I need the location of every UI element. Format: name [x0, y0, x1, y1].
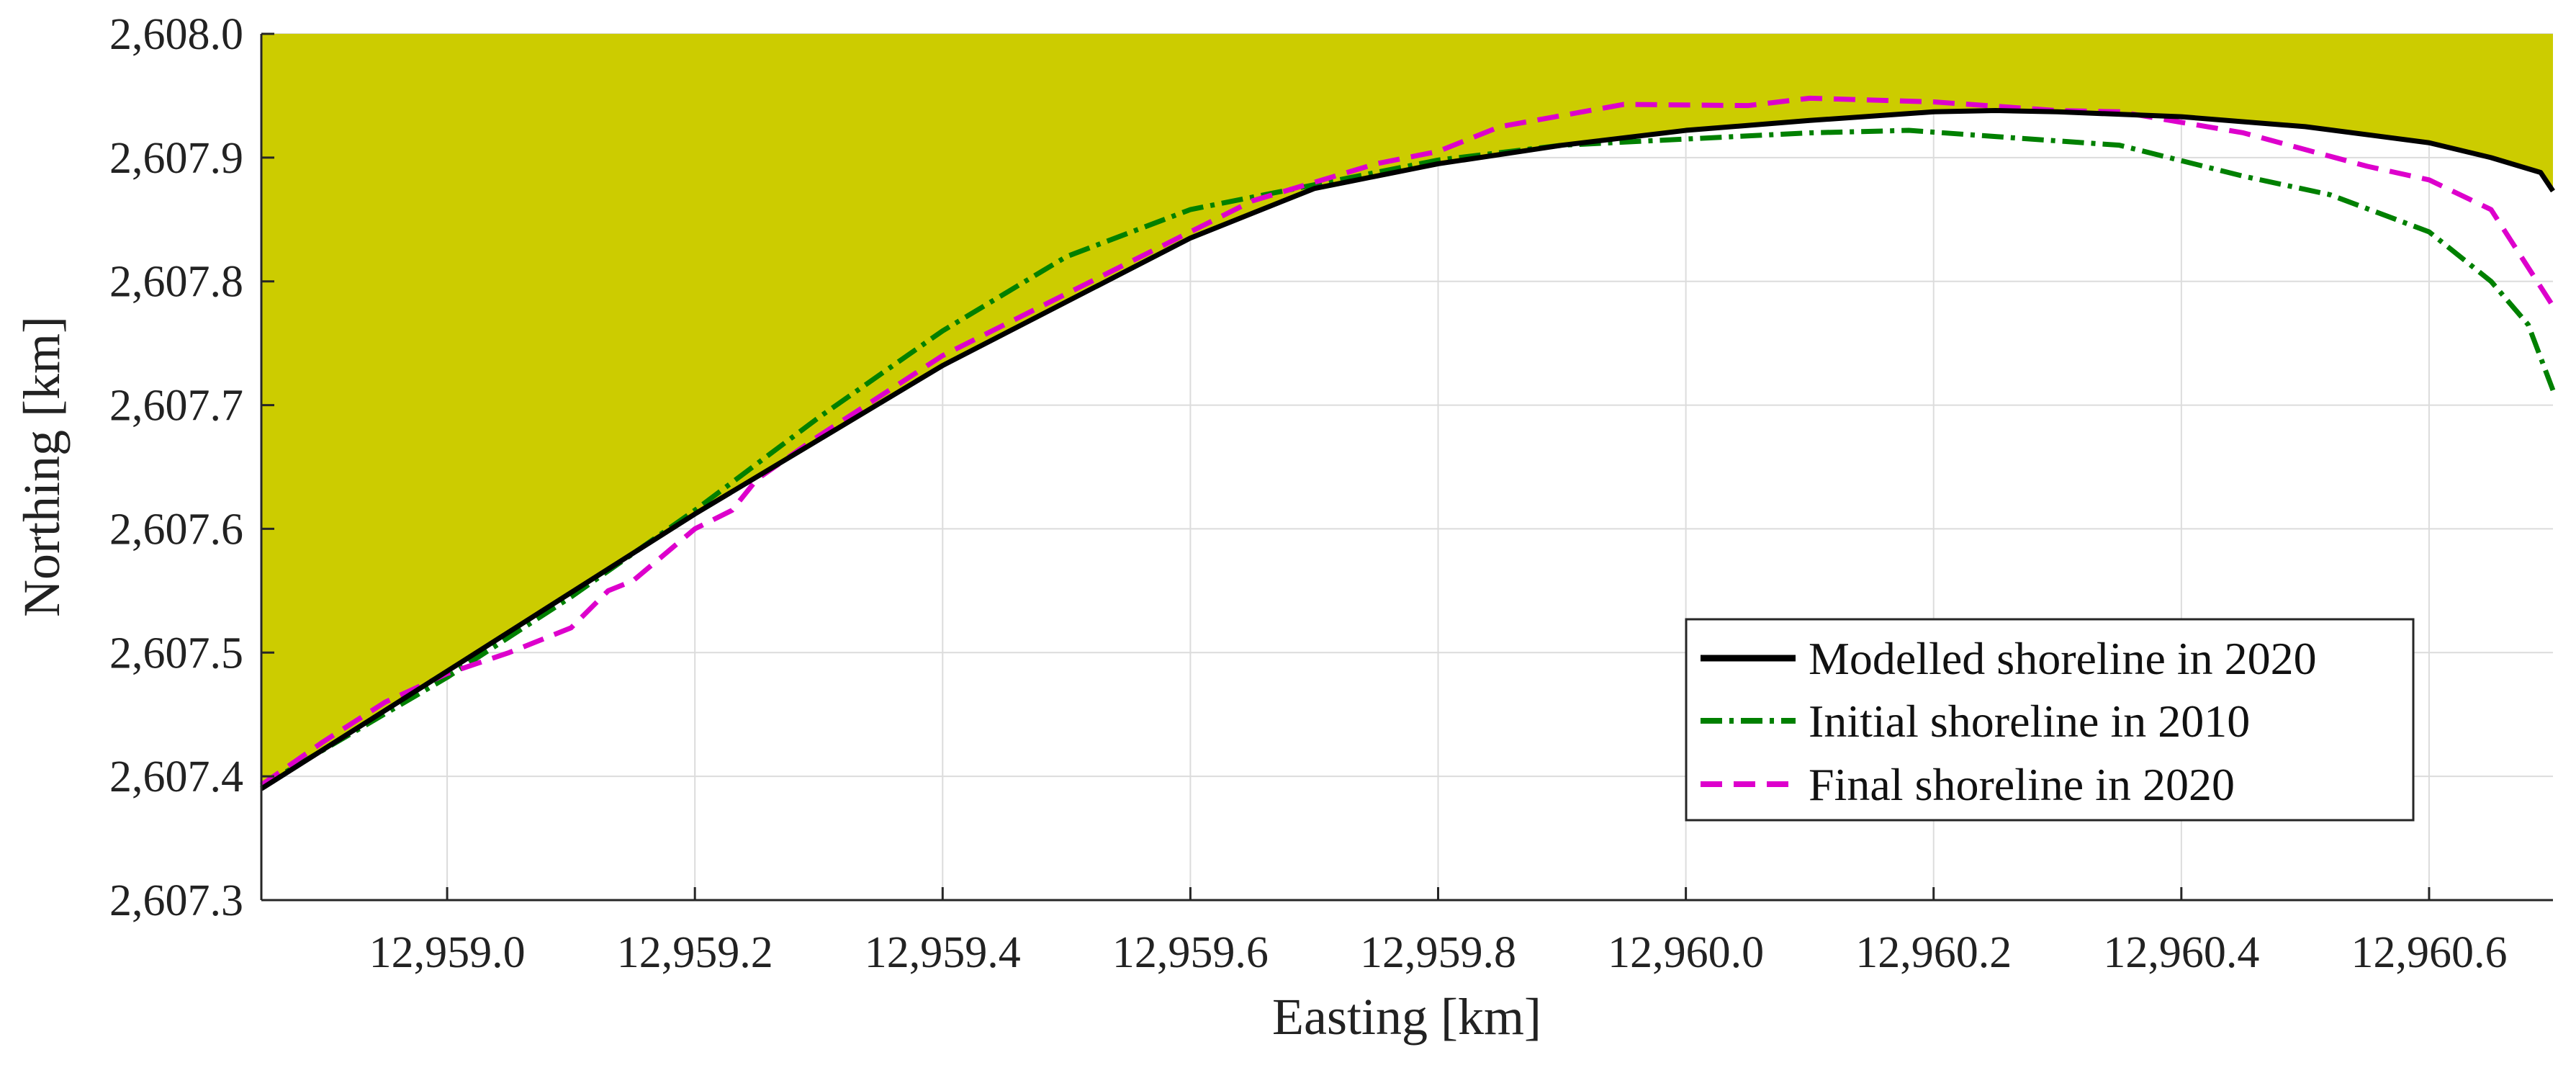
legend-label-initial: Initial shoreline in 2010 — [1809, 696, 2250, 747]
legend-box — [1685, 618, 2415, 822]
x-tick-label: 12,960.0 — [1608, 928, 1764, 977]
legend: Modelled shoreline in 2020 Initial shore… — [1685, 618, 2415, 822]
y-tick-label: 2,608.0 — [109, 10, 243, 59]
axes — [260, 34, 2553, 902]
y-tick-label: 2,607.9 — [109, 134, 243, 183]
y-tick-label: 2,607.3 — [109, 876, 243, 925]
x-tick-label: 12,960.4 — [2103, 928, 2259, 977]
y-axis-label: Northing [km] — [13, 316, 71, 617]
y-tick-label: 2,607.6 — [109, 505, 243, 554]
y-tick-label: 2,607.7 — [109, 382, 243, 431]
x-tick-label: 12,960.2 — [1855, 928, 2012, 977]
y-tick-labels: 2,607.3 2,607.4 2,607.5 2,607.6 2,607.7 2,607… — [109, 10, 274, 925]
series-layer — [259, 95, 2556, 791]
y-tick-label: 2,607.4 — [109, 752, 243, 801]
x-tick-labels: 12,959.0 12,959.2 12,959.4 12,959.6 12,959.8… — [369, 887, 2507, 977]
x-tick-label: 12,959.8 — [1360, 928, 1516, 977]
legend-label-final: Final shoreline in 2020 — [1809, 759, 2235, 810]
x-axis-label: Easting [km] — [1272, 988, 1541, 1046]
y-tick-label: 2,607.8 — [109, 258, 243, 307]
y-tick-label: 2,607.5 — [109, 629, 243, 678]
series-line-modelled-shoreline-in-2020 — [260, 108, 2555, 791]
x-tick-label: 12,959.4 — [865, 928, 1021, 977]
legend-label-modelled: Modelled shoreline in 2020 — [1809, 633, 2317, 684]
x-tick-label: 12,959.0 — [369, 928, 526, 977]
series-line-initial-shoreline-in-2010 — [260, 127, 2556, 788]
x-tick-label: 12,959.2 — [617, 928, 773, 977]
x-tick-label: 12,959.6 — [1112, 928, 1269, 977]
x-tick-label: 12,960.6 — [2351, 928, 2507, 977]
fill-area — [261, 34, 2553, 789]
